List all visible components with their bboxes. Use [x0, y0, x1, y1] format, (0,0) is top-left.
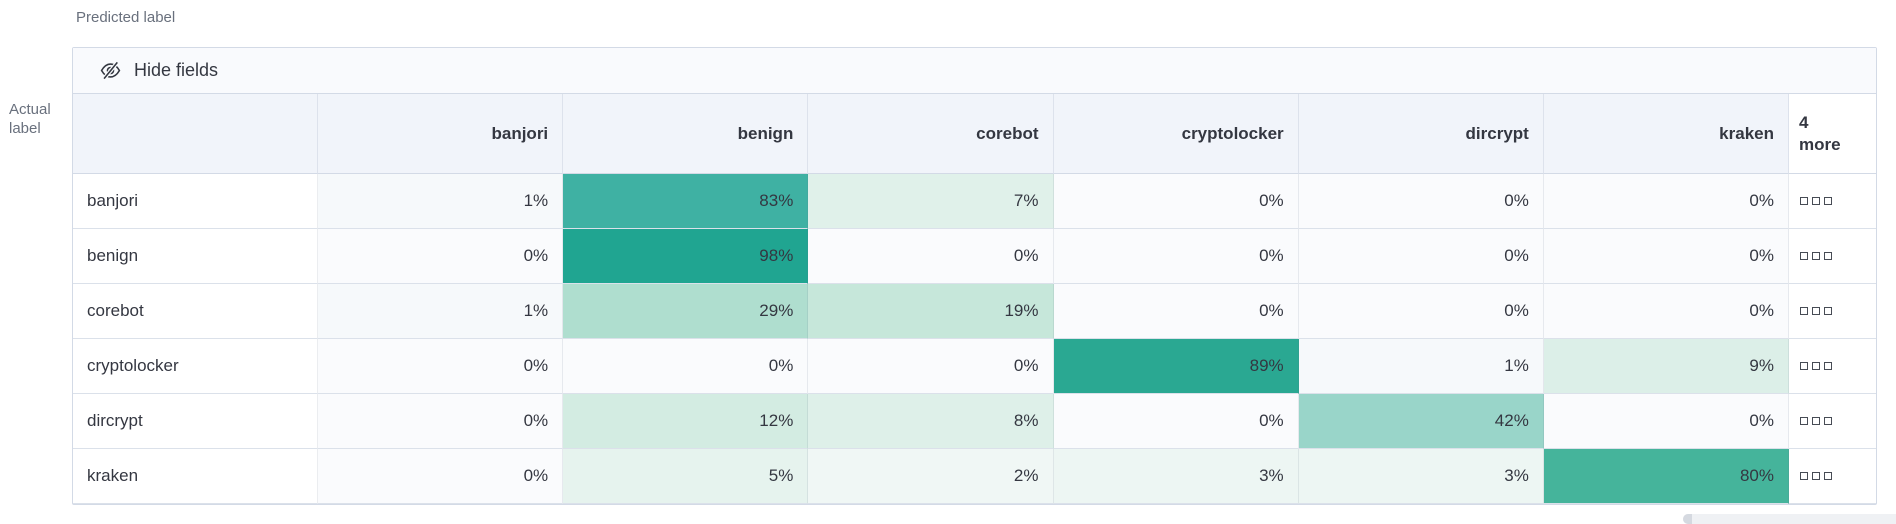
matrix-cell-benign-corebot: 0%	[808, 229, 1054, 284]
matrix-cell-banjori-cryptolocker: 0%	[1053, 174, 1299, 229]
scrollbar-thumb[interactable]	[1683, 514, 1692, 524]
boxes-horizontal-icon	[1800, 197, 1808, 205]
matrix-cell-corebot-benign: 29%	[563, 284, 809, 339]
matrix-cell-dircrypt-corebot: 8%	[808, 394, 1054, 449]
boxes-horizontal-icon	[1824, 362, 1832, 370]
matrix-cell-benign-kraken: 0%	[1543, 229, 1789, 284]
matrix-cell-banjori-dircrypt: 0%	[1298, 174, 1544, 229]
boxes-horizontal-icon	[1812, 197, 1820, 205]
boxes-horizontal-icon	[1824, 252, 1832, 260]
matrix-cell-banjori-banjori: 1%	[318, 174, 564, 229]
matrix-cell-dircrypt-kraken: 0%	[1543, 394, 1789, 449]
boxes-horizontal-icon	[1824, 417, 1832, 425]
boxes-horizontal-icon	[1824, 197, 1832, 205]
actual-label-line2: label	[9, 120, 41, 137]
row-label-banjori: banjori	[73, 174, 318, 229]
boxes-horizontal-icon	[1800, 362, 1808, 370]
more-values-button-dircrypt[interactable]	[1789, 394, 1876, 449]
more-values-button-cryptolocker[interactable]	[1789, 339, 1876, 394]
boxes-horizontal-icon	[1812, 417, 1820, 425]
row-label-benign: benign	[73, 229, 318, 284]
boxes-horizontal-icon	[1800, 252, 1808, 260]
matrix-cell-corebot-cryptolocker: 0%	[1053, 284, 1299, 339]
matrix-cell-dircrypt-benign: 12%	[563, 394, 809, 449]
column-header-cryptolocker[interactable]: cryptolocker	[1053, 94, 1299, 174]
matrix-cell-kraken-cryptolocker: 3%	[1053, 449, 1299, 504]
matrix-cell-dircrypt-dircrypt: 42%	[1298, 394, 1544, 449]
boxes-horizontal-icon	[1812, 252, 1820, 260]
row-label-dircrypt: dircrypt	[73, 394, 318, 449]
matrix-cell-benign-banjori: 0%	[318, 229, 564, 284]
actual-label-line1: Actual	[9, 101, 51, 118]
boxes-horizontal-icon	[1800, 417, 1808, 425]
matrix-cell-cryptolocker-kraken: 9%	[1543, 339, 1789, 394]
row-label-kraken: kraken	[73, 449, 318, 504]
more-columns-count: 4	[1799, 112, 1809, 132]
matrix-cell-kraken-kraken: 80%	[1543, 449, 1789, 504]
matrix-cell-cryptolocker-corebot: 0%	[808, 339, 1054, 394]
matrix-cell-banjori-benign: 83%	[563, 174, 809, 229]
matrix-cell-corebot-dircrypt: 0%	[1298, 284, 1544, 339]
matrix-cell-dircrypt-cryptolocker: 0%	[1053, 394, 1299, 449]
confusion-matrix-grid: banjori benign corebot cryptolocker dirc…	[73, 94, 1876, 504]
more-values-button-banjori[interactable]	[1789, 174, 1876, 229]
matrix-cell-corebot-banjori: 1%	[318, 284, 564, 339]
boxes-horizontal-icon	[1800, 472, 1808, 480]
matrix-cell-benign-benign: 98%	[563, 229, 809, 284]
hide-fields-button[interactable]: Hide fields	[73, 48, 218, 93]
horizontal-scrollbar[interactable]	[1683, 514, 1896, 524]
column-header-more[interactable]: 4 more	[1789, 94, 1876, 174]
boxes-horizontal-icon	[1812, 362, 1820, 370]
matrix-cell-cryptolocker-dircrypt: 1%	[1298, 339, 1544, 394]
more-values-button-benign[interactable]	[1789, 229, 1876, 284]
matrix-cell-corebot-kraken: 0%	[1543, 284, 1789, 339]
column-header-dircrypt[interactable]: dircrypt	[1298, 94, 1544, 174]
matrix-cell-benign-cryptolocker: 0%	[1053, 229, 1299, 284]
column-header-benign[interactable]: benign	[563, 94, 809, 174]
column-header-corebot[interactable]: corebot	[808, 94, 1054, 174]
matrix-cell-corebot-corebot: 19%	[808, 284, 1054, 339]
boxes-horizontal-icon	[1824, 472, 1832, 480]
matrix-cell-cryptolocker-cryptolocker: 89%	[1053, 339, 1299, 394]
boxes-horizontal-icon	[1812, 307, 1820, 315]
matrix-cell-kraken-corebot: 2%	[808, 449, 1054, 504]
grid-toolbar: Hide fields	[73, 48, 1876, 94]
more-values-button-kraken[interactable]	[1789, 449, 1876, 504]
matrix-cell-banjori-corebot: 7%	[808, 174, 1054, 229]
matrix-cell-banjori-kraken: 0%	[1543, 174, 1789, 229]
row-label-cryptolocker: cryptolocker	[73, 339, 318, 394]
corner-header-cell	[73, 94, 318, 174]
row-label-corebot: corebot	[73, 284, 318, 339]
boxes-horizontal-icon	[1824, 307, 1832, 315]
actual-label-axis: Actual label	[9, 100, 51, 138]
matrix-cell-cryptolocker-banjori: 0%	[318, 339, 564, 394]
column-header-kraken[interactable]: kraken	[1543, 94, 1789, 174]
predicted-label-axis: Predicted label	[76, 9, 176, 26]
matrix-cell-dircrypt-banjori: 0%	[318, 394, 564, 449]
data-grid: Hide fields banjori benign corebot crypt…	[72, 47, 1877, 505]
boxes-horizontal-icon	[1800, 307, 1808, 315]
column-header-banjori[interactable]: banjori	[318, 94, 564, 174]
hide-fields-label: Hide fields	[134, 60, 219, 80]
eye-closed-icon	[100, 60, 121, 81]
matrix-cell-kraken-benign: 5%	[563, 449, 809, 504]
more-columns-word: more	[1799, 134, 1841, 154]
more-values-button-corebot[interactable]	[1789, 284, 1876, 339]
matrix-cell-cryptolocker-benign: 0%	[563, 339, 809, 394]
matrix-cell-kraken-banjori: 0%	[318, 449, 564, 504]
matrix-cell-benign-dircrypt: 0%	[1298, 229, 1544, 284]
matrix-cell-kraken-dircrypt: 3%	[1298, 449, 1544, 504]
boxes-horizontal-icon	[1812, 472, 1820, 480]
